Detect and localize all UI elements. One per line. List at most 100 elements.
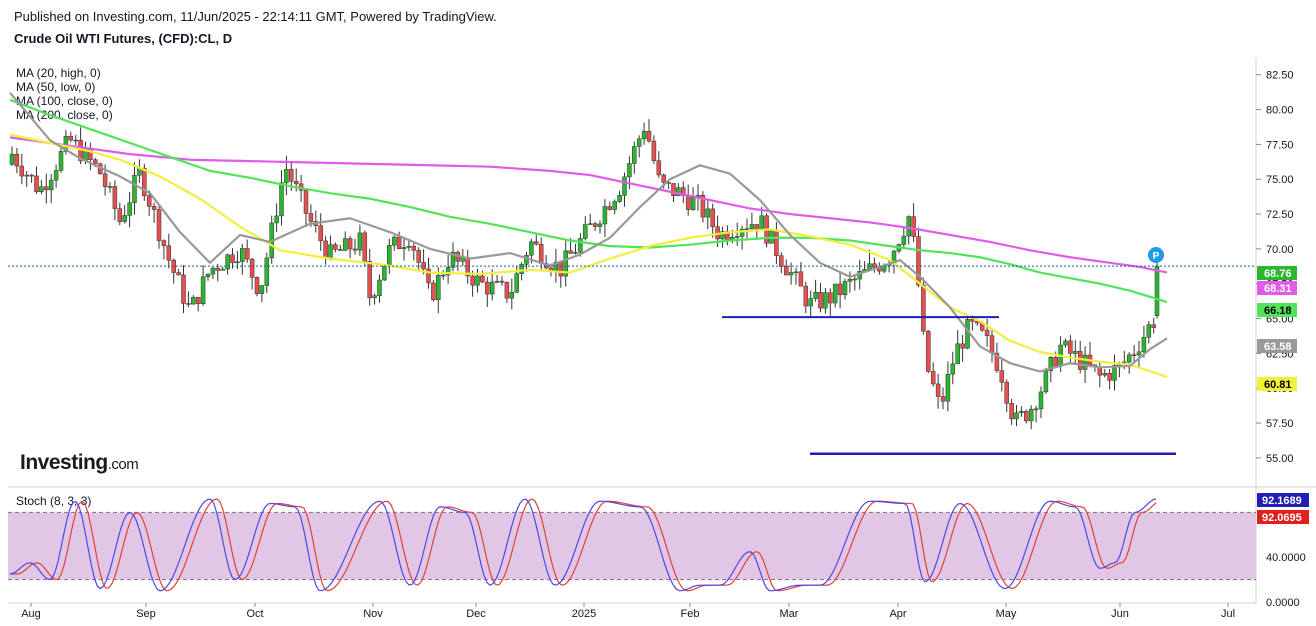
stoch-band	[8, 512, 1256, 580]
candle-body	[289, 169, 294, 182]
candle-body	[151, 206, 157, 210]
candle-body	[926, 330, 931, 372]
candle-body	[529, 241, 534, 256]
p-marker[interactable]: P	[1148, 247, 1164, 263]
candle-body	[156, 209, 162, 241]
candle-body	[749, 224, 755, 229]
candle-body	[112, 186, 118, 209]
candle-body	[597, 223, 603, 227]
candle-body	[573, 252, 578, 254]
candle-body	[68, 135, 74, 141]
candle-body	[641, 130, 647, 140]
stochastic-group	[9, 498, 1157, 592]
candle-body	[284, 169, 289, 184]
legend-ma100[interactable]: MA (100, close, 0)	[16, 94, 113, 108]
support-lines-group	[722, 316, 1176, 455]
candle-body	[347, 238, 353, 250]
candle-body	[480, 275, 485, 283]
candle-body	[489, 281, 495, 295]
candle-body	[568, 250, 573, 254]
candle-body	[813, 291, 818, 299]
candle-body	[411, 245, 417, 251]
candle-body	[759, 215, 764, 230]
candle-body	[906, 216, 911, 237]
p-marker-label: P	[1153, 251, 1160, 262]
candle-body	[842, 281, 848, 295]
candle-body	[852, 278, 858, 281]
candle-body	[485, 281, 490, 295]
candle-body	[1107, 372, 1112, 381]
instrument-title: Crude Oil WTI Futures, (CFD):CL, D	[14, 31, 233, 46]
candle-body	[685, 195, 691, 210]
time-tick-label: Dec	[466, 608, 486, 620]
candle-body	[950, 363, 956, 375]
time-tick-label: Nov	[363, 608, 383, 620]
candle-body	[244, 248, 250, 260]
candle-body	[602, 206, 608, 225]
candle-body	[308, 213, 314, 222]
candle-body	[519, 264, 524, 274]
time-tick-label: Mar	[780, 608, 799, 620]
stoch-tick-label: 0.0000	[1266, 597, 1300, 609]
candle-body	[955, 343, 960, 365]
candle-body	[700, 195, 706, 218]
candle-body	[416, 250, 421, 263]
legend-ma20[interactable]: MA (20, high, 0)	[16, 66, 101, 80]
candle-body	[205, 273, 211, 278]
candle-body	[965, 319, 970, 349]
candle-body	[107, 186, 113, 188]
candle-body	[1024, 410, 1029, 422]
candle-body	[499, 280, 505, 283]
candle-body	[583, 224, 588, 239]
candle-body	[710, 208, 715, 227]
candle-body	[832, 283, 838, 304]
moving-average-ma50	[9, 133, 1168, 378]
candle-body	[1151, 324, 1156, 328]
candle-body	[323, 240, 328, 259]
candle-body	[1102, 372, 1107, 376]
price-tick-label: 80.00	[1266, 105, 1294, 117]
candle-body	[362, 232, 368, 262]
candle-body	[494, 280, 500, 283]
candle-body	[563, 250, 568, 277]
candle-body	[1154, 265, 1160, 317]
candle-body	[249, 258, 255, 278]
candle-body	[132, 174, 137, 203]
candle-body	[872, 263, 877, 268]
candle-body	[475, 275, 480, 286]
time-axis[interactable]: Aug Sep Oct Nov Dec 2025 Feb Mar Apr May Jun Jul	[21, 603, 1235, 620]
candle-body	[14, 153, 20, 167]
candle-body	[117, 208, 123, 222]
candle-body	[1077, 350, 1083, 370]
price-tag-label: 68.31	[1264, 283, 1292, 295]
candle-body	[1053, 357, 1058, 367]
candle-body	[1146, 324, 1152, 338]
candles-group	[9, 119, 1160, 430]
candle-body	[646, 130, 652, 142]
candle-body	[911, 216, 916, 237]
price-tick-label: 75.00	[1266, 174, 1294, 186]
candle-body	[186, 303, 191, 305]
candle-body	[960, 343, 965, 349]
candle-body	[818, 291, 823, 309]
candle-body	[1019, 410, 1024, 413]
candle-body	[1004, 381, 1009, 404]
candle-body	[191, 297, 196, 305]
candle-body	[382, 266, 387, 281]
candle-body	[1112, 365, 1117, 381]
candle-body	[578, 238, 583, 253]
candle-body	[984, 329, 990, 336]
price-tick-label: 57.50	[1266, 418, 1294, 430]
candle-body	[1028, 408, 1034, 422]
price-tick-label: 72.50	[1266, 209, 1294, 221]
candle-body	[935, 383, 941, 397]
candle-body	[632, 146, 637, 164]
candle-body	[9, 153, 15, 165]
candle-body	[254, 277, 260, 294]
legend-ma50[interactable]: MA (50, low, 0)	[16, 80, 96, 94]
price-tick-label: 77.50	[1266, 139, 1294, 151]
price-tag-ma50	[1257, 377, 1297, 391]
candle-body	[53, 170, 59, 181]
candle-body	[161, 240, 167, 246]
